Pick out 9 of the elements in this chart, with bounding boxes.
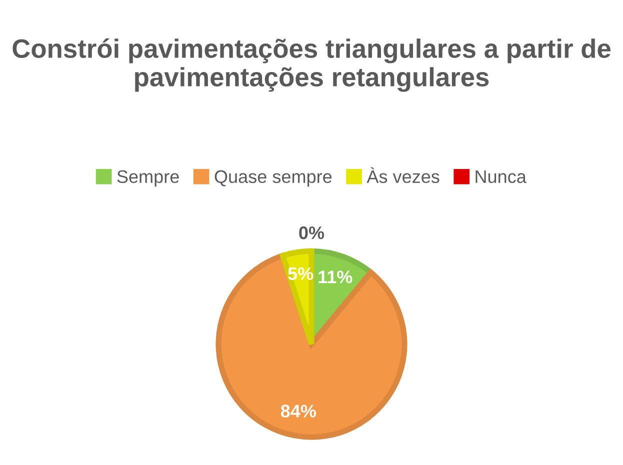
data-label: 5% xyxy=(288,267,314,280)
legend-label: Nunca xyxy=(476,170,526,184)
data-label: 84% xyxy=(280,404,316,418)
legend-label: Sempre xyxy=(117,170,179,187)
data-label: 11% xyxy=(318,270,352,284)
chart-title: Constrói pavimentações triangulares a partir de pavimentações retangulares xyxy=(12,38,611,92)
legend-label: Às vezes xyxy=(366,167,440,184)
text: 0% xyxy=(299,226,324,240)
legend-label: Quase sempre xyxy=(214,170,332,187)
